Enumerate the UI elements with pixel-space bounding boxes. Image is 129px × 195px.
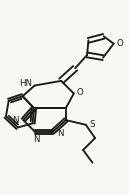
Text: O: O [116, 39, 123, 48]
Text: N: N [12, 116, 19, 125]
Text: HN: HN [19, 79, 33, 88]
Text: N: N [33, 135, 39, 144]
Text: O: O [76, 88, 83, 97]
Text: N: N [57, 129, 64, 138]
Text: S: S [89, 120, 95, 129]
